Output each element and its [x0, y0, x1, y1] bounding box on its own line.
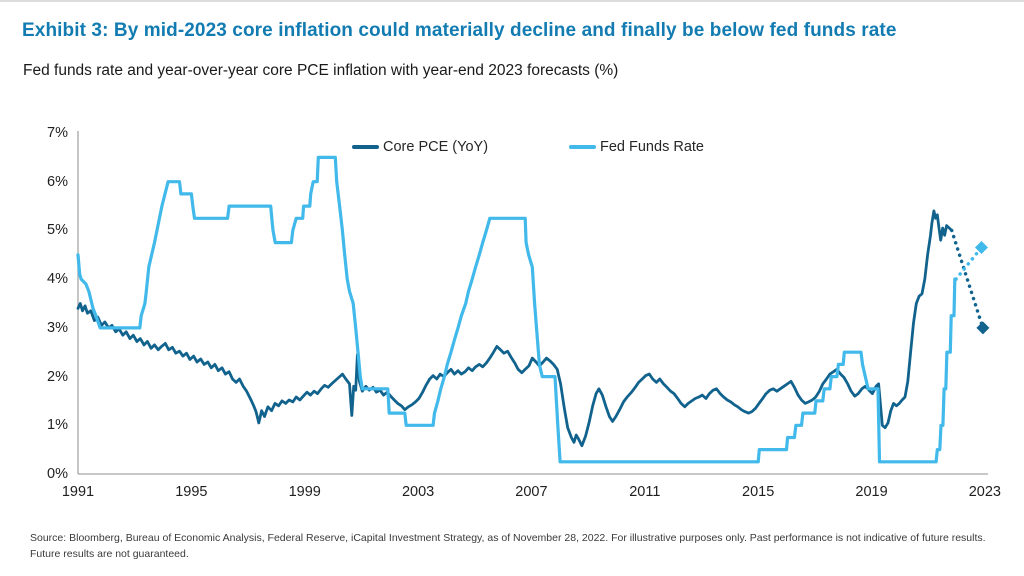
legend-item-fed-funds: Fed Funds Rate	[569, 139, 704, 155]
exhibit-title: Exhibit 3: By mid-2023 core inflation co…	[22, 20, 897, 41]
x-tick-label: 2011	[629, 484, 661, 500]
source-note: Source: Bloomberg, Bureau of Economic An…	[30, 532, 986, 561]
y-tick-label: 6%	[47, 173, 68, 190]
y-tick-label: 2%	[47, 368, 68, 385]
x-tick-label: 2003	[401, 484, 435, 500]
forecast-diamond-2	[976, 321, 990, 335]
legend-swatch-fed-funds	[569, 145, 596, 149]
chart-subtitle: Fed funds rate and year-over-year core P…	[23, 62, 619, 79]
x-tick-label: 1995	[175, 484, 208, 500]
y-tick-label: 0%	[47, 466, 68, 482]
series-line-2	[949, 228, 985, 330]
y-tick-label: 3%	[47, 319, 68, 336]
series-line-1	[76, 155, 958, 464]
y-tick-label: 4%	[47, 271, 68, 288]
x-tick-label: 2023	[968, 484, 1001, 500]
legend-item-core-pce: Core PCE (YoY)	[352, 139, 488, 155]
legend-swatch-core-pce	[352, 145, 379, 149]
forecast-diamond-3	[974, 240, 988, 254]
x-tick-label: 1991	[61, 484, 95, 500]
x-tick-label: 2015	[742, 484, 775, 500]
series-line-3	[954, 245, 984, 281]
legend-label-fed-funds: Fed Funds Rate	[600, 139, 704, 155]
y-tick-label: 5%	[47, 222, 68, 239]
series-line-0	[76, 209, 954, 448]
y-tick-label: 7%	[47, 125, 68, 141]
x-tick-label: 2019	[855, 484, 888, 500]
x-tick-label: 2007	[515, 484, 548, 500]
legend-label-core-pce: Core PCE (YoY)	[383, 139, 489, 155]
y-tick-label: 1%	[47, 417, 68, 434]
x-tick-label: 1999	[288, 484, 321, 500]
